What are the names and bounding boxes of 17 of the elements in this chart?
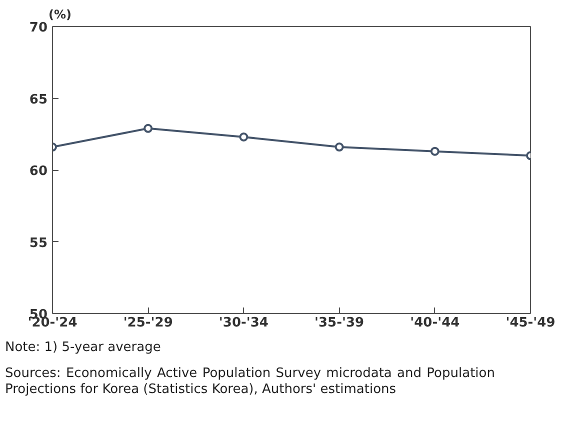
source-note: Sources: Economically Active Population Survey microdata and Population Projections for Korea (Statistics Korea), Authors' estimations	[5, 366, 495, 398]
x-tick-label: '35-'39	[314, 316, 364, 330]
y-axis-title: (%)	[48, 8, 72, 22]
text: Note: 1) 5-year average	[5, 340, 161, 356]
x-tick-label: '20-'24	[28, 316, 78, 330]
point	[334, 142, 344, 152]
x-tick-label: '30-'34	[218, 316, 268, 330]
y-tick-label: 65	[29, 92, 48, 108]
point	[430, 146, 440, 156]
point	[144, 124, 153, 133]
y-tick-label: 60	[29, 164, 48, 179]
x-tick-label: '45-'49	[506, 316, 556, 330]
y-tick-label: 70	[29, 20, 48, 36]
x-tick-label: '25-'29	[123, 316, 173, 330]
y-tick-label: 55	[29, 236, 48, 251]
point	[239, 132, 248, 142]
x-tick-label: '40-'44	[410, 316, 460, 330]
